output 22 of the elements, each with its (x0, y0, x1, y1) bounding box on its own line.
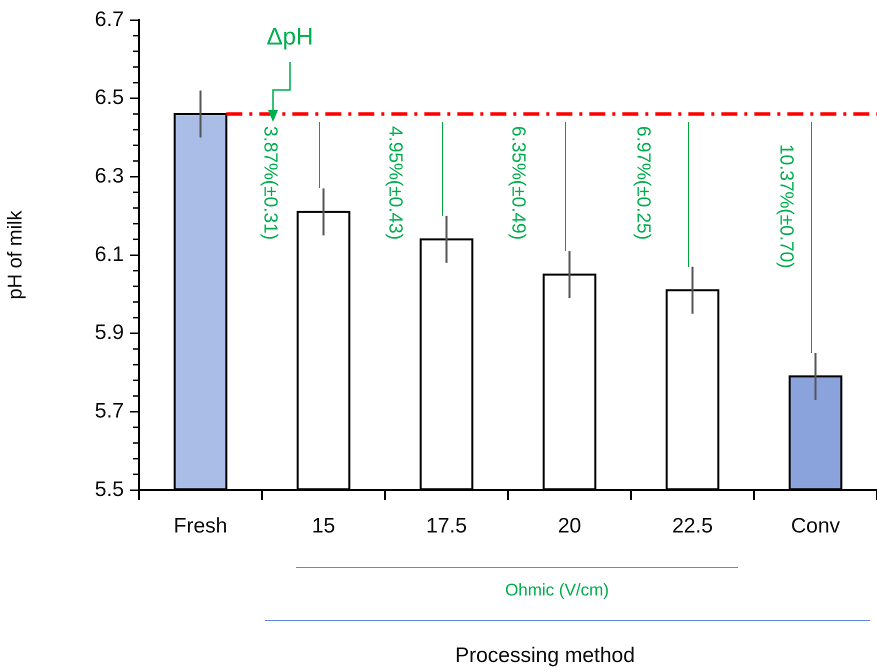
annotation: 3.87%(±0.31) (259, 126, 280, 240)
x-tick-label: 22.5 (672, 514, 713, 538)
x-tick-label: Conv (790, 514, 841, 538)
y-tick-label: 5.7 (94, 399, 124, 422)
annotation: 4.95%(±0.43) (384, 126, 406, 240)
y-tick-label: 5.9 (94, 321, 124, 344)
y-tick-label: 6.5 (94, 86, 124, 110)
annotation: 6.35%(±0.49) (507, 126, 528, 240)
x-tick-label: Fresh (174, 514, 228, 538)
annotation: 6.97%(±0.25) (632, 126, 654, 240)
y-tick-label: 6.7 (94, 8, 124, 31)
x-tick-label: 15 (312, 514, 336, 538)
annotation: ΔpH (266, 24, 314, 51)
text: Ohmic (V/cm) (505, 580, 609, 600)
y-axis-title: pH of milk (4, 210, 27, 300)
x-tick-label: 20 (558, 514, 582, 538)
x-tick-label: 17.5 (426, 514, 467, 538)
y-tick-label: 6.1 (94, 242, 124, 266)
y-tick-label: 6.3 (94, 164, 124, 188)
annotation: 10.37%(±0.70) (775, 144, 796, 269)
y-tick-label: 5.5 (94, 478, 124, 501)
text: Processing method (455, 644, 635, 667)
